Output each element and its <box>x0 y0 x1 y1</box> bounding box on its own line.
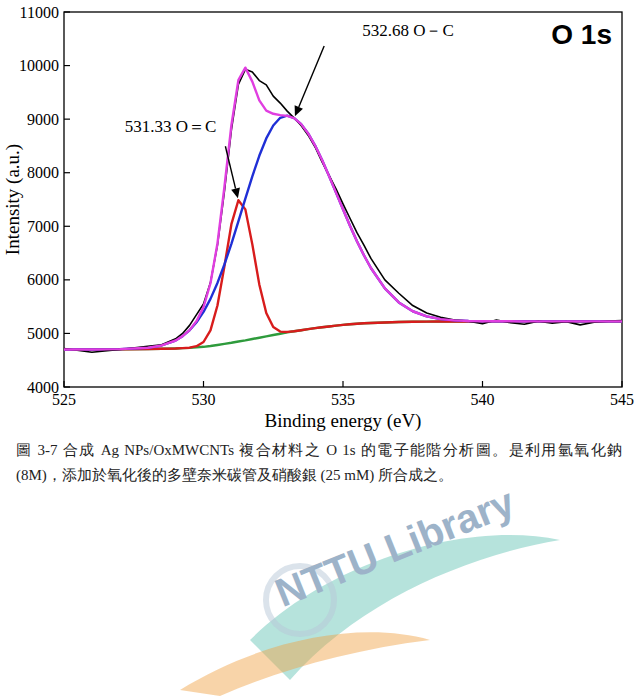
watermark: NTTU Library <box>269 479 521 615</box>
y-tick <box>64 172 70 173</box>
x-tick <box>482 381 483 387</box>
y-tick-label: 10000 <box>19 57 59 74</box>
arrow-head <box>231 188 240 199</box>
series-group <box>64 68 622 353</box>
y-tick-label: 4000 <box>27 379 59 396</box>
y-tick <box>64 226 70 227</box>
x-axis-title: Binding energy (eV) <box>265 410 422 432</box>
chart: NTTU Library5255305355405454000500060007… <box>0 0 641 696</box>
y-tick <box>64 279 70 280</box>
series-line <box>64 200 622 349</box>
x-tick-label: 530 <box>192 391 216 408</box>
series-line <box>64 116 622 350</box>
x-tick <box>621 381 622 387</box>
caption: 圖 3-7 合成 Ag NPs/OxMWCNTs 複合材料之 O 1s 的電子能… <box>16 438 622 488</box>
y-tick-label: 6000 <box>27 271 59 288</box>
y-tick-label: 7000 <box>27 218 59 235</box>
annotation-text: 532.68 O－C <box>362 21 454 40</box>
y-tick <box>64 386 70 387</box>
x-tick-label: 545 <box>610 391 634 408</box>
plot-frame <box>64 12 622 387</box>
title: O 1s <box>551 19 612 50</box>
x-tick-label: 535 <box>331 391 355 408</box>
x-tick <box>203 381 204 387</box>
annotations: 531.33 O＝C 532.68 O－C <box>125 21 454 198</box>
y-tick-label: 8000 <box>27 164 59 181</box>
y-tick <box>64 119 70 120</box>
x-tick-label: 540 <box>471 391 495 408</box>
y-tick-label: 5000 <box>27 325 59 342</box>
series-line <box>64 68 622 350</box>
swoosh <box>180 632 430 696</box>
arrow-head <box>295 105 303 116</box>
y-tick <box>64 333 70 334</box>
page: {"chart_data": {"type": "line", "title":… <box>0 0 641 696</box>
y-tick <box>64 11 70 12</box>
y-tick-label: 9000 <box>27 111 59 128</box>
y-axis-title: Intensity (a.u.) <box>2 144 24 255</box>
y-tick <box>64 65 70 66</box>
x-tick <box>342 381 343 387</box>
annotation-text: 531.33 O＝C <box>125 117 217 136</box>
annotation-arrow <box>225 146 235 188</box>
y-tick-label: 11000 <box>20 4 59 21</box>
annotation-arrow <box>299 46 324 107</box>
x-tick <box>63 381 64 387</box>
axes: 5255305355405454000500060007000800090001… <box>19 4 634 409</box>
